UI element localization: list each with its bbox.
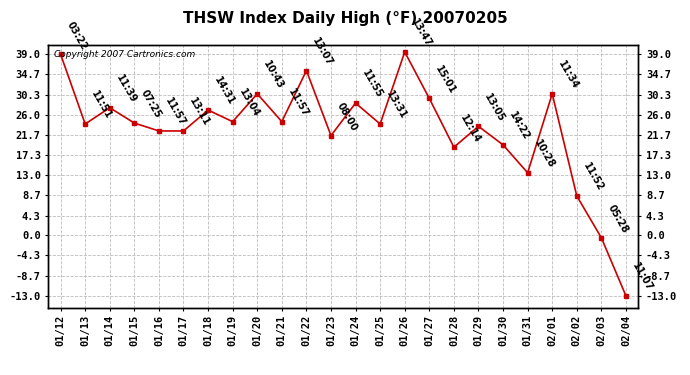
Text: THSW Index Daily High (°F) 20070205: THSW Index Daily High (°F) 20070205 [183,11,507,26]
Text: 10:28: 10:28 [532,138,556,170]
Text: 13:31: 13:31 [384,89,408,121]
Text: 11:07: 11:07 [630,261,654,293]
Text: 15:01: 15:01 [433,64,457,96]
Text: 03:22: 03:22 [65,20,89,51]
Text: Copyright 2007 Cartronics.com: Copyright 2007 Cartronics.com [55,50,195,59]
Text: 14:31: 14:31 [213,75,237,107]
Text: 13:11: 13:11 [188,96,212,128]
Text: 05:28: 05:28 [606,203,630,235]
Text: 11:39: 11:39 [114,73,138,105]
Text: 13:07: 13:07 [310,36,335,68]
Text: 10:43: 10:43 [262,59,286,91]
Text: 07:25: 07:25 [139,88,163,120]
Text: 13:04: 13:04 [237,87,261,119]
Text: 11:52: 11:52 [581,161,605,193]
Text: 08:00: 08:00 [335,101,359,133]
Text: 14:22: 14:22 [507,110,531,142]
Text: 11:57: 11:57 [286,87,310,119]
Text: 11:57: 11:57 [163,96,187,128]
Text: 13:05: 13:05 [482,92,506,123]
Text: 11:55: 11:55 [359,69,384,100]
Text: 12:14: 12:14 [458,112,482,144]
Text: 11:51: 11:51 [89,89,113,121]
Text: 13:47: 13:47 [409,17,433,49]
Text: 11:34: 11:34 [556,59,580,91]
